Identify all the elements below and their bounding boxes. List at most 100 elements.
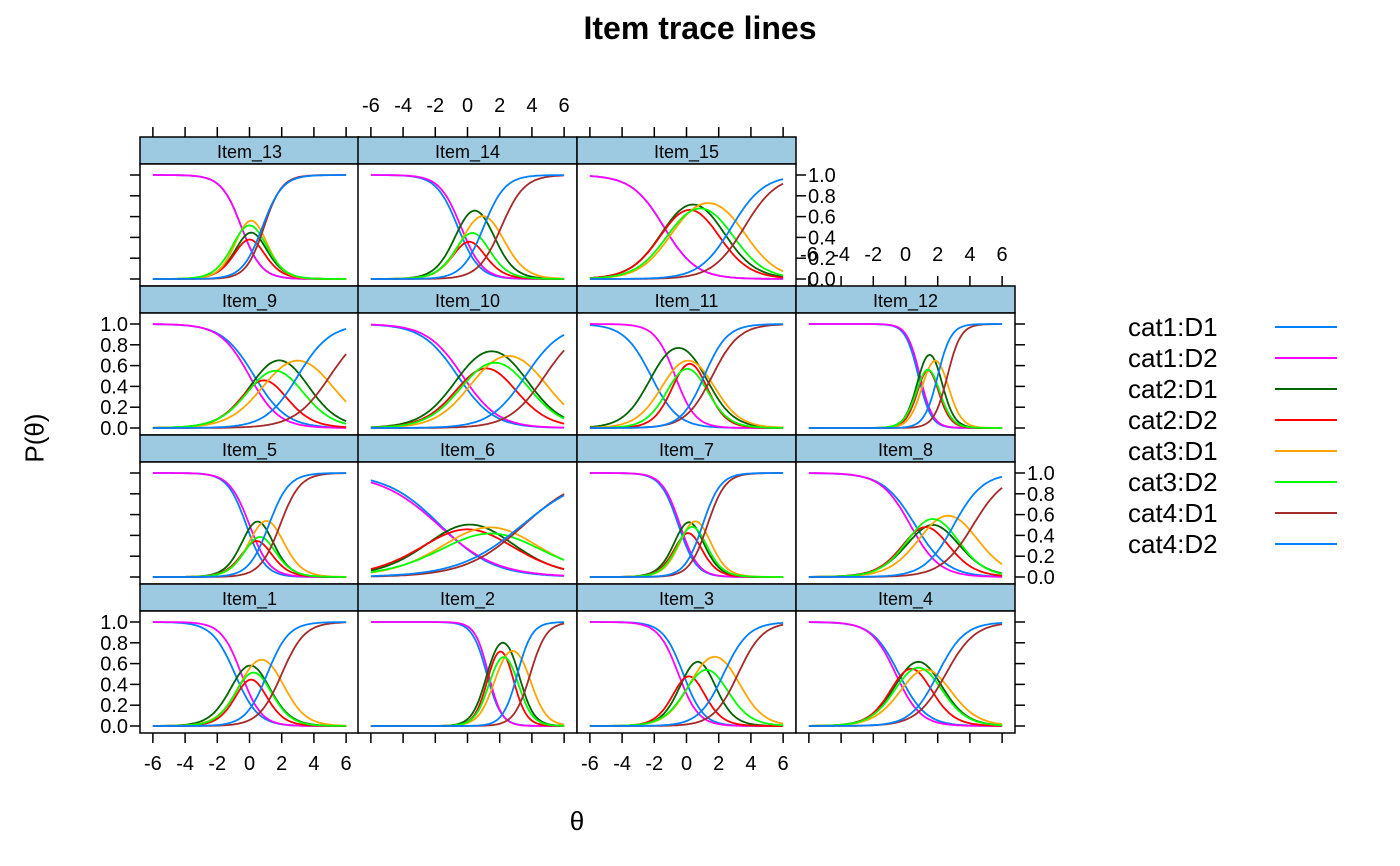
legend-label: cat2:D1 — [1128, 374, 1218, 404]
series-line-cat4:D2 — [589, 621, 784, 727]
series-lines — [370, 479, 565, 578]
x-tick-label: -2 — [208, 753, 226, 775]
panel-label: Item_9 — [222, 291, 277, 312]
series-line-cat4:D2 — [808, 323, 1003, 429]
panel-plot — [576, 312, 797, 436]
series-line-cat3:D1 — [589, 359, 784, 429]
series-line-cat3:D2 — [370, 361, 565, 429]
y-tick-label: 0.6 — [100, 654, 128, 676]
y-tick-label: 0.6 — [808, 207, 836, 229]
y-tick-label: 0.2 — [100, 397, 128, 419]
series-line-cat4:D2 — [589, 323, 784, 429]
series-line-cat3:D2 — [808, 666, 1003, 727]
legend-swatch — [1275, 419, 1337, 421]
y-tick-label: 0.4 — [1027, 525, 1055, 547]
panel: Item_7 — [576, 434, 797, 585]
legend-swatch — [1275, 326, 1337, 328]
legend-label: cat1:D1 — [1128, 312, 1218, 342]
x-tick-label: -6 — [800, 244, 818, 266]
panel-label: Item_8 — [878, 440, 933, 461]
y-tick-label: 0.4 — [100, 674, 128, 696]
series-line-cat2:D1 — [370, 350, 565, 429]
panel-label: Item_5 — [222, 440, 277, 461]
legend-swatch — [1275, 512, 1337, 514]
x-tick-label: 2 — [932, 244, 943, 266]
x-tick-label: -2 — [864, 244, 882, 266]
panel-label: Item_3 — [659, 589, 714, 610]
panel-label: Item_14 — [435, 142, 500, 163]
series-line-cat4:D2 — [589, 472, 784, 578]
x-tick-label: 2 — [713, 753, 724, 775]
legend-swatch — [1275, 450, 1337, 452]
series-lines — [589, 175, 784, 280]
x-tick-label: 2 — [276, 753, 287, 775]
series-line-cat1:D2 — [370, 481, 565, 577]
y-tick-label: 1.0 — [100, 612, 128, 634]
panel-plot — [139, 312, 360, 436]
y-tick-label: 0.2 — [1027, 546, 1055, 568]
series-line-cat2:D1 — [589, 346, 784, 429]
chart-title: Item trace lines — [583, 10, 817, 46]
series-lines — [589, 323, 784, 429]
series-lines — [370, 174, 565, 280]
y-tick-label: 0.0 — [808, 269, 836, 291]
series-line-cat4:D2 — [370, 621, 565, 727]
panel: Item_8 — [795, 434, 1016, 585]
series-line-cat1:D2 — [370, 323, 565, 429]
series-lines — [370, 621, 565, 727]
legend-swatch — [1275, 481, 1337, 483]
series-line-cat4:D2 — [152, 472, 347, 578]
x-tick-label: -4 — [832, 244, 850, 266]
panel: Item_15 — [576, 136, 797, 287]
x-tick-label: 6 — [559, 95, 570, 117]
series-line-cat4:D2 — [152, 174, 347, 280]
x-tick-label: 2 — [494, 95, 505, 117]
legend-label: cat4:D2 — [1128, 529, 1218, 559]
legend-swatch — [1275, 388, 1337, 390]
series-lines — [152, 472, 347, 578]
x-tick-label: -2 — [426, 95, 444, 117]
series-line-cat3:D2 — [152, 369, 347, 429]
panel-plot — [357, 163, 578, 287]
panel-strip — [139, 136, 360, 165]
panel-label: Item_13 — [217, 142, 282, 163]
legend-label: cat4:D1 — [1128, 498, 1218, 528]
legend-item: cat3:D1 — [1128, 434, 1368, 466]
series-line-cat4:D2 — [370, 334, 565, 429]
panel: Item_10 — [357, 285, 578, 436]
legend-label: cat3:D1 — [1128, 436, 1218, 466]
panel-label: Item_7 — [659, 440, 714, 461]
x-tick-label: 6 — [778, 753, 789, 775]
panel-label: Item_11 — [655, 291, 719, 312]
y-tick-label: 0.4 — [808, 227, 836, 249]
y-tick-label: 0.8 — [100, 335, 128, 357]
panel-plot — [139, 610, 360, 734]
panel: Item_13 — [139, 136, 360, 287]
y-tick-label: 0.0 — [100, 418, 128, 440]
series-line-cat1:D2 — [152, 323, 347, 429]
legend-item: cat4:D2 — [1128, 527, 1368, 559]
panel: Item_6 — [357, 434, 578, 585]
y-tick-label: 0.6 — [1027, 505, 1055, 527]
panel: Item_11 — [576, 285, 797, 436]
y-tick-label: 1.0 — [808, 165, 836, 187]
series-lines — [152, 621, 347, 727]
legend-item: cat1:D2 — [1128, 341, 1368, 373]
legend-item: cat4:D1 — [1128, 496, 1368, 528]
x-axis-label: θ — [569, 806, 585, 836]
y-tick-label: 0.0 — [1027, 567, 1055, 589]
panel-label: Item_10 — [435, 291, 500, 312]
series-line-cat3:D2 — [589, 207, 784, 280]
x-tick-label: 6 — [997, 244, 1008, 266]
y-tick-label: 0.2 — [808, 248, 836, 270]
series-lines — [152, 174, 347, 280]
panel: Item_14 — [357, 136, 578, 287]
legend-item: cat1:D1 — [1128, 310, 1368, 342]
panel-strip — [576, 285, 797, 314]
series-line-cat4:D2 — [152, 328, 347, 429]
panel-label: Item_15 — [654, 142, 719, 163]
y-tick-label: 0.8 — [1027, 484, 1055, 506]
x-tick-label: -2 — [645, 753, 663, 775]
panel-plot — [357, 461, 578, 585]
